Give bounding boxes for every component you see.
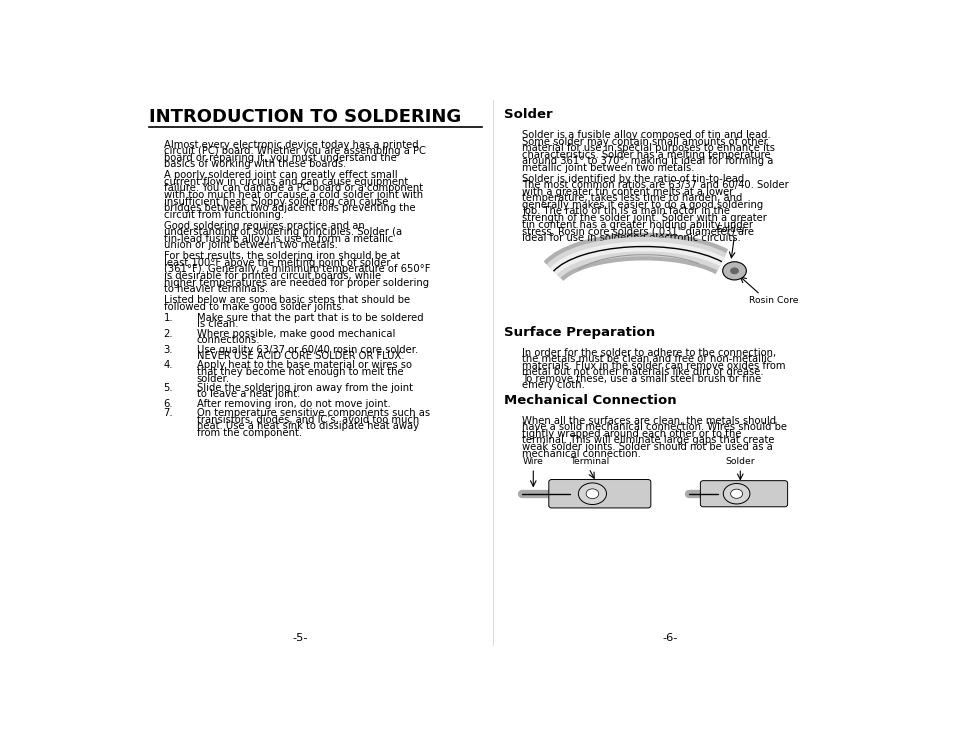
Text: with too much heat or cause a cold solder joint with: with too much heat or cause a cold solde… <box>164 190 422 200</box>
Text: strength of the solder joint. Solder with a greater: strength of the solder joint. Solder wit… <box>521 213 766 223</box>
Text: weak solder joints. Solder should not be used as a: weak solder joints. Solder should not be… <box>521 442 772 452</box>
Text: Some solder may contain small amounts of other: Some solder may contain small amounts of… <box>521 137 767 147</box>
Circle shape <box>578 483 606 505</box>
Text: After removing iron, do not move joint.: After removing iron, do not move joint. <box>196 399 390 409</box>
Text: ideal for use in soldering electronic circuits.: ideal for use in soldering electronic ci… <box>521 232 740 243</box>
Text: to leave a neat joint.: to leave a neat joint. <box>196 390 300 399</box>
Text: that they become hot enough to melt the: that they become hot enough to melt the <box>196 367 403 377</box>
Text: Listed below are some basic steps that should be: Listed below are some basic steps that s… <box>164 295 409 305</box>
Text: Solder: Solder <box>716 225 745 234</box>
Text: Mechanical Connection: Mechanical Connection <box>503 394 676 407</box>
Text: union or joint between two metals.: union or joint between two metals. <box>164 241 337 250</box>
Text: NEVER USE ACID CORE SOLDER OR FLUX.: NEVER USE ACID CORE SOLDER OR FLUX. <box>196 351 404 361</box>
Text: Solder: Solder <box>724 458 755 466</box>
Text: -6-: -6- <box>661 632 677 643</box>
FancyBboxPatch shape <box>548 480 650 508</box>
Text: terminal. This will eliminate large gaps that create: terminal. This will eliminate large gaps… <box>521 435 774 446</box>
Text: The most common ratios are 63/37 and 60/40. Solder: The most common ratios are 63/37 and 60/… <box>521 180 788 190</box>
Text: Terminal: Terminal <box>570 458 609 466</box>
Text: Good soldering requires practice and an: Good soldering requires practice and an <box>164 221 364 231</box>
Text: Rosin Core: Rosin Core <box>748 297 798 306</box>
Text: stress. Rosin core solders (.031" diameter) are: stress. Rosin core solders (.031" diamet… <box>521 226 754 236</box>
Text: Surface Preparation: Surface Preparation <box>503 326 654 339</box>
Text: Apply heat to the base material or wires so: Apply heat to the base material or wires… <box>196 360 412 370</box>
Text: job. The ratio of tin is a main factor in the: job. The ratio of tin is a main factor i… <box>521 207 729 216</box>
Text: Solder: Solder <box>503 108 552 122</box>
Text: to heavier terminals.: to heavier terminals. <box>164 284 268 294</box>
Text: basics of working with these boards.: basics of working with these boards. <box>164 159 346 169</box>
Text: materials. Flux in the solder can remove oxides from: materials. Flux in the solder can remove… <box>521 361 785 370</box>
Text: metal but not other materials like dirt or grease.: metal but not other materials like dirt … <box>521 368 763 377</box>
Text: is desirable for printed circuit boards, while: is desirable for printed circuit boards,… <box>164 271 380 281</box>
Text: generally makes it easier to do a good soldering: generally makes it easier to do a good s… <box>521 200 762 210</box>
Text: around 361° to 370°, making it ideal for forming a: around 361° to 370°, making it ideal for… <box>521 156 773 166</box>
Circle shape <box>722 262 745 280</box>
Text: metallic joint between two metals.: metallic joint between two metals. <box>521 162 694 173</box>
Text: Where possible, make good mechanical: Where possible, make good mechanical <box>196 328 395 339</box>
Text: connections.: connections. <box>196 335 260 345</box>
Text: tightly wrapped around each other or to the: tightly wrapped around each other or to … <box>521 429 740 439</box>
Text: the metals must be clean and free of non-metallic: the metals must be clean and free of non… <box>521 354 772 365</box>
Text: Make sure that the part that is to be soldered: Make sure that the part that is to be so… <box>196 313 423 323</box>
Text: bridges between two adjacent foils preventing the: bridges between two adjacent foils preve… <box>164 203 415 213</box>
Text: least 100°F above the melting point of solder: least 100°F above the melting point of s… <box>164 258 390 268</box>
Text: -5-: -5- <box>293 632 308 643</box>
Text: higher temperatures are needed for proper soldering: higher temperatures are needed for prope… <box>164 277 428 288</box>
Text: INTRODUCTION TO SOLDERING: INTRODUCTION TO SOLDERING <box>149 108 460 126</box>
FancyBboxPatch shape <box>700 480 787 507</box>
Text: 2.: 2. <box>164 328 173 339</box>
Text: 1.: 1. <box>164 313 173 323</box>
Text: 5.: 5. <box>164 383 173 393</box>
Text: tin-lead fusible alloy) is use to form a metallic: tin-lead fusible alloy) is use to form a… <box>164 234 393 244</box>
Text: heat. Use a heat sink to dissipate heat away: heat. Use a heat sink to dissipate heat … <box>196 421 418 431</box>
Text: characteristics. Solder has a melting temperature: characteristics. Solder has a melting te… <box>521 150 770 159</box>
Text: A poorly soldered joint can greatly effect small: A poorly soldered joint can greatly effe… <box>164 170 396 180</box>
Text: Wire: Wire <box>521 458 542 466</box>
Text: On temperature sensitive components such as: On temperature sensitive components such… <box>196 408 430 418</box>
Text: mechanical connection.: mechanical connection. <box>521 449 640 458</box>
Text: is clean.: is clean. <box>196 320 238 329</box>
Text: circuit from functioning.: circuit from functioning. <box>164 210 283 220</box>
Text: Almost every electronic device today has a printed: Almost every electronic device today has… <box>164 139 417 150</box>
Circle shape <box>729 267 739 275</box>
Text: 7.: 7. <box>164 408 173 418</box>
Text: For best results, the soldering iron should be at: For best results, the soldering iron sho… <box>164 252 399 261</box>
Text: followed to make good solder joints.: followed to make good solder joints. <box>164 302 344 311</box>
Text: board or repairing it, you must understand the: board or repairing it, you must understa… <box>164 153 395 163</box>
Text: Slide the soldering iron away from the joint: Slide the soldering iron away from the j… <box>196 383 413 393</box>
Circle shape <box>730 489 741 498</box>
Circle shape <box>585 489 598 499</box>
Text: insufficient heat. Sloppy soldering can cause: insufficient heat. Sloppy soldering can … <box>164 196 388 207</box>
Text: Solder is identified by the ratio of tin-to-lead.: Solder is identified by the ratio of tin… <box>521 173 747 184</box>
Text: temperature, takes less time to harden, and: temperature, takes less time to harden, … <box>521 193 741 204</box>
Text: To remove these, use a small steel brush or fine: To remove these, use a small steel brush… <box>521 374 760 384</box>
Text: 6.: 6. <box>164 399 173 409</box>
Text: current flow in circuits and can cause equipment: current flow in circuits and can cause e… <box>164 177 408 187</box>
Text: When all the surfaces are clean, the metals should: When all the surfaces are clean, the met… <box>521 416 776 426</box>
Text: tin content has a greater holding ability under: tin content has a greater holding abilit… <box>521 219 753 230</box>
Text: with a greater tin content melts at a lower: with a greater tin content melts at a lo… <box>521 187 733 197</box>
Text: failure. You can damage a PC board or a component: failure. You can damage a PC board or a … <box>164 184 422 193</box>
Circle shape <box>722 483 749 504</box>
Text: material for use in special purposes to enhance its: material for use in special purposes to … <box>521 143 775 153</box>
Text: understanding of soldering principles. Solder (a: understanding of soldering principles. S… <box>164 227 401 237</box>
Text: 3.: 3. <box>164 345 172 354</box>
Text: (361°F). Generally, a minimum temperature of 650°F: (361°F). Generally, a minimum temperatur… <box>164 264 430 275</box>
Text: have a solid mechanical connection. Wires should be: have a solid mechanical connection. Wire… <box>521 422 786 432</box>
Text: In order for the solder to adhere to the connection,: In order for the solder to adhere to the… <box>521 348 776 358</box>
Text: Solder is a fusible alloy composed of tin and lead.: Solder is a fusible alloy composed of ti… <box>521 130 770 140</box>
Text: emery cloth.: emery cloth. <box>521 380 584 390</box>
Text: transistors, diodes, and IC’s, avoid too much: transistors, diodes, and IC’s, avoid too… <box>196 415 418 425</box>
Text: Use quality 63/37 or 60/40 rosin core solder.: Use quality 63/37 or 60/40 rosin core so… <box>196 345 417 354</box>
Text: circuit (PC) board. Whether you are assembling a PC: circuit (PC) board. Whether you are asse… <box>164 146 425 156</box>
Text: 4.: 4. <box>164 360 172 370</box>
Text: solder.: solder. <box>196 373 230 384</box>
Text: from the component.: from the component. <box>196 428 302 438</box>
